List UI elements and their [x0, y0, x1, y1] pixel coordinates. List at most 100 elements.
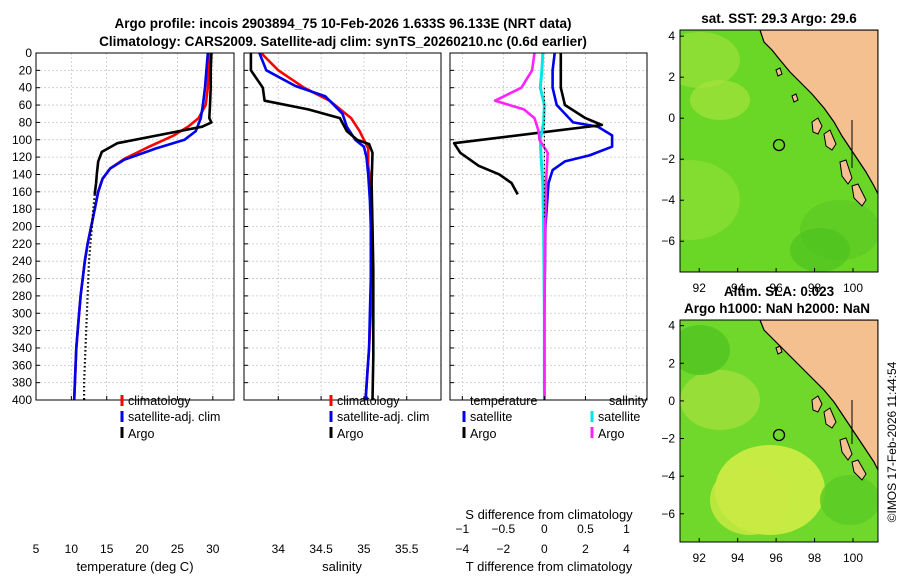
- y-tick-label: 400: [12, 393, 32, 407]
- map-x-tick-label: 94: [731, 551, 745, 565]
- legend-label-climatology: climatology: [337, 394, 400, 408]
- salinity-panel: 34 34.5 35 35.5 salinity climatology satell…: [243, 52, 442, 574]
- y-tick-label: 80: [19, 115, 33, 129]
- x-tick-label: 34: [272, 542, 286, 556]
- sla-colour-patch: [680, 325, 730, 375]
- island-1: [811, 117, 823, 135]
- x-tick-label: 2: [582, 542, 589, 556]
- temperature-legend: climatology satellite-adj. clim Argo: [120, 394, 220, 441]
- y-tick-label: 180: [12, 202, 32, 216]
- temperature-lines: [72, 53, 213, 400]
- x2-tick-label: −1: [455, 522, 469, 536]
- series-satellite-adj-clim: [258, 53, 373, 400]
- map-x-tick-label: 100: [843, 551, 863, 565]
- map-x-tick-label: 94: [731, 281, 745, 295]
- t-difference-xlabel: T difference from climatology: [466, 559, 633, 574]
- salinity-xlabel: salinity: [322, 559, 362, 574]
- x-tick-label: 4: [623, 542, 630, 556]
- x-tick-label: 0: [541, 542, 548, 556]
- x-tick-label: 5: [33, 542, 40, 556]
- map-y-tick-label: 2: [668, 70, 675, 84]
- salinity-grid: [244, 52, 441, 401]
- legend-header-temperature: temperature: [470, 394, 537, 408]
- sla-map-title-2: Argo h1000: NaN h2000: NaN: [684, 301, 870, 316]
- x-tick-label: 35.5: [395, 542, 419, 556]
- sst-map-ticks: 92 94 96 98 100 4 2 0 −2 −4 −6: [661, 29, 863, 295]
- y-tick-label: 240: [12, 254, 32, 268]
- y-tick-label: 60: [19, 98, 33, 112]
- y-tick-label: 20: [19, 63, 33, 77]
- map-x-tick-label: 92: [693, 551, 707, 565]
- y-tick-label: 380: [12, 376, 32, 390]
- sst-map-frame: [679, 29, 879, 273]
- map-y-tick-label: −2: [661, 152, 675, 166]
- island-6: [791, 93, 799, 103]
- map-x-tick-label: 100: [843, 281, 863, 295]
- series-argo: [249, 53, 375, 400]
- x2-tick-label: −0.5: [492, 522, 516, 536]
- y-tick-label: 260: [12, 272, 32, 286]
- legend-label-climatology: climatology: [128, 394, 191, 408]
- x2-tick-label: 0.5: [577, 522, 594, 536]
- series-s-argo: [493, 53, 549, 400]
- difference-ticks: −4 −2 0 2 4 −1 −0.5 0 0.5 1: [450, 52, 630, 556]
- sst-map-patches: [680, 32, 878, 272]
- legend-label-satellite-adj: satellite-adj. clim: [128, 410, 220, 424]
- sst-colour-patch: [690, 80, 750, 120]
- title-line-1: Argo profile: incois 2903894_75 10-Feb-2…: [115, 16, 572, 31]
- x-tick-label: 34.5: [309, 542, 333, 556]
- map-y-tick-label: −4: [661, 193, 675, 207]
- island-1: [811, 395, 823, 413]
- map-y-tick-label: −2: [661, 432, 675, 446]
- difference-grid: [450, 52, 647, 401]
- argo-position-marker: [772, 428, 786, 442]
- sla-map-frame: [679, 319, 879, 543]
- s-difference-xlabel: S difference from climatology: [465, 507, 633, 522]
- legend-label-argo: Argo: [128, 427, 154, 441]
- sst-colour-patch: [680, 160, 740, 240]
- sla-colour-patch: [820, 475, 878, 525]
- imos-watermark: ©IMOS 17-Feb-2026 11:44:54: [885, 361, 899, 522]
- difference-panel: −4 −2 0 2 4 −1 −0.5 0 0.5 1 T difference from cli…: [449, 52, 648, 574]
- sla-colour-patch: [710, 465, 790, 535]
- y-tick-label: 100: [12, 133, 32, 147]
- map-y-tick-label: −6: [661, 507, 675, 521]
- island-4: [851, 459, 867, 481]
- y-tick-label: 280: [12, 289, 32, 303]
- legend-label-argo: Argo: [337, 427, 363, 441]
- sumatra-land: [759, 30, 878, 195]
- island-2: [823, 407, 837, 429]
- y-tick-label: 0: [25, 46, 32, 60]
- sst-map: sat. SST: 29.3 Argo: 29.6 92 94 96 98 100 4 2 0…: [661, 11, 879, 295]
- temperature-xlabel: temperature (deg C): [76, 559, 193, 574]
- series-argo-extrapolated-: [83, 194, 96, 400]
- y-tick-label: 40: [19, 81, 33, 95]
- legend-label-s-satellite: satellite: [598, 410, 640, 424]
- legend-label-t-satellite: satellite: [470, 410, 512, 424]
- legend-label-satellite-adj: satellite-adj. clim: [337, 410, 429, 424]
- island-5: [775, 345, 783, 355]
- map-x-tick-label: 98: [808, 281, 822, 295]
- legend-label-s-argo: Argo: [598, 427, 624, 441]
- difference-lines: [452, 53, 614, 400]
- map-y-tick-label: −6: [661, 234, 675, 248]
- sla-map-title-1: Altim. SLA: 0.023: [724, 284, 835, 299]
- map-x-tick-label: 96: [769, 281, 783, 295]
- island-3: [839, 437, 853, 461]
- x-tick-label: 25: [171, 542, 185, 556]
- salinity-lines: [249, 53, 375, 400]
- island-3: [839, 159, 853, 185]
- title-line-2: Climatology: CARS2009. Satellite-adj cli…: [99, 34, 587, 49]
- sla-map-patches: [680, 325, 878, 535]
- sla-colour-patch: [680, 370, 760, 430]
- series-t-argo: [452, 53, 604, 196]
- temperature-panel: 0 20 40 60 80 100 120 140 160 180 200 220 240 260 280 3…: [12, 46, 235, 574]
- x-tick-label: −2: [497, 542, 511, 556]
- y-tick-label: 220: [12, 237, 32, 251]
- x-tick-label: 10: [65, 542, 79, 556]
- y-tick-label: 300: [12, 306, 32, 320]
- map-y-tick-label: 2: [668, 356, 675, 370]
- map-y-tick-label: −4: [661, 469, 675, 483]
- map-y-tick-label: 4: [668, 319, 675, 333]
